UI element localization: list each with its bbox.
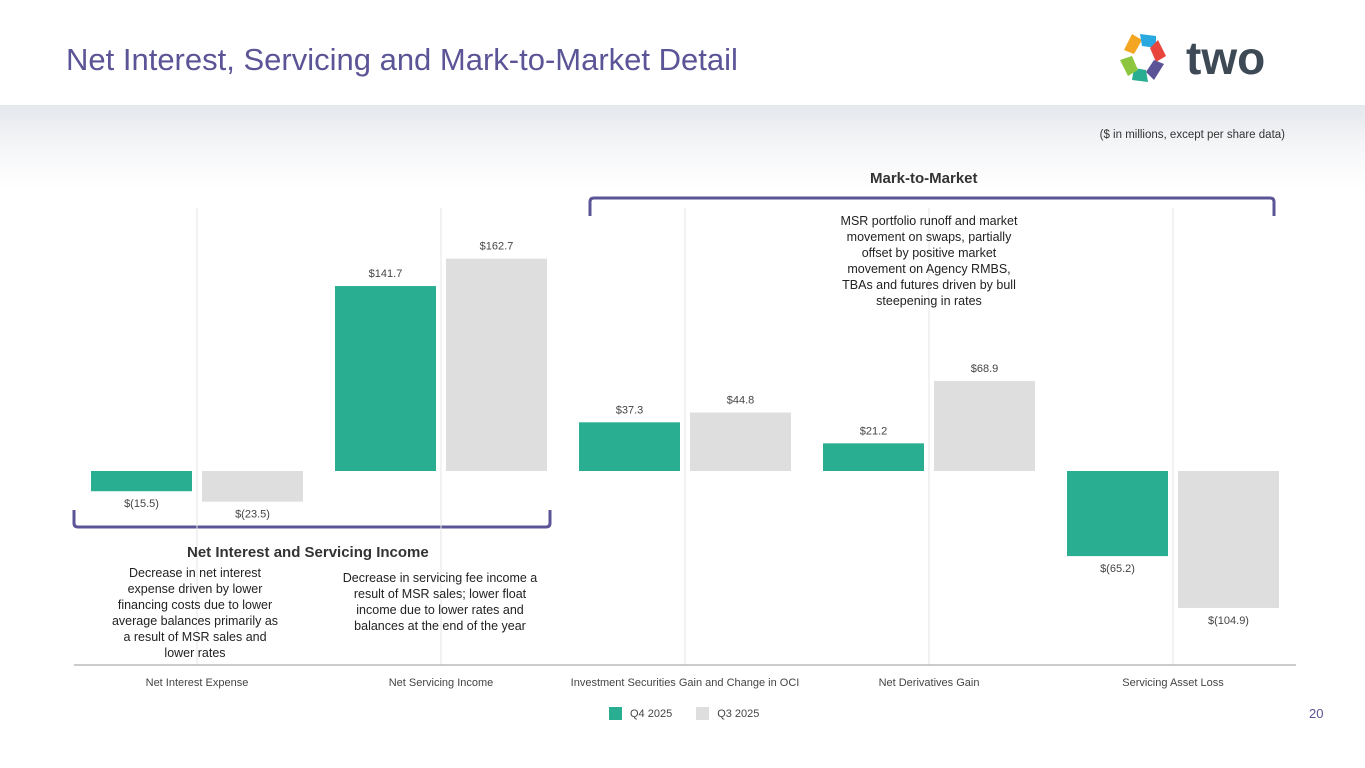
data-label: $(65.2): [1100, 563, 1135, 575]
logo-star-icon: two: [1120, 32, 1265, 84]
category-label: Servicing Asset Loss: [1122, 677, 1224, 689]
bar-q3-2: [446, 258, 547, 471]
category-label: Investment Securities Gain and Change in…: [571, 677, 800, 689]
net-interest-note: Decrease in net interest expense driven …: [111, 566, 279, 660]
category-label: Net Interest Expense: [146, 677, 249, 689]
data-label: $(23.5): [235, 509, 270, 521]
legend-item-q4: Q4 2025: [609, 707, 672, 720]
category-label: Net Servicing Income: [389, 677, 494, 689]
bar-q3-5: [1178, 471, 1279, 608]
page-title: Net Interest, Servicing and Mark-to-Mark…: [66, 42, 738, 77]
bar-q4-3: [579, 422, 680, 471]
legend-label-q3: Q3 2025: [717, 707, 760, 720]
bar-q3-4: [934, 381, 1035, 471]
data-label: $(15.5): [124, 498, 159, 510]
bar-q4-1: [91, 471, 192, 492]
chart-legend: Q4 2025 Q3 2025: [609, 707, 783, 720]
logo-wordmark: two: [1186, 32, 1265, 84]
mark-to-market-title: Mark-to-Market: [870, 170, 978, 187]
data-label: $68.9: [971, 363, 999, 375]
legend-swatch-q3: [696, 707, 710, 720]
data-label: $21.2: [860, 425, 888, 437]
data-label: $141.7: [369, 268, 403, 280]
legend-swatch-q4: [609, 707, 622, 720]
bar-q4-2: [335, 286, 436, 471]
mark-to-market-note: MSR portfolio runoff and market movement…: [840, 214, 1018, 308]
data-label: $44.8: [727, 395, 755, 407]
legend-item-q3: Q3 2025: [696, 707, 759, 720]
two-logo: two: [1112, 26, 1292, 92]
category-label: Net Derivatives Gain: [879, 677, 980, 689]
data-label: $37.3: [616, 404, 644, 416]
header-gradient-band: [0, 105, 1365, 190]
page-number: 20: [1309, 706, 1324, 721]
bar-q4-4: [823, 443, 924, 471]
net-interest-servicing-bracket: [72, 510, 552, 529]
bar-q3-3: [690, 412, 791, 471]
data-label: $(104.9): [1208, 615, 1249, 627]
units-note: ($ in millions, except per share data): [1099, 129, 1285, 141]
bar-q4-5: [1067, 471, 1168, 557]
net-servicing-note: Decrease in servicing fee income a resul…: [342, 571, 538, 633]
data-label: $162.7: [480, 241, 514, 253]
mark-to-market-bracket: [588, 196, 1276, 216]
bar-q3-1: [202, 471, 303, 502]
net-interest-servicing-title: Net Interest and Servicing Income: [187, 544, 429, 561]
legend-label-q4: Q4 2025: [630, 707, 673, 720]
